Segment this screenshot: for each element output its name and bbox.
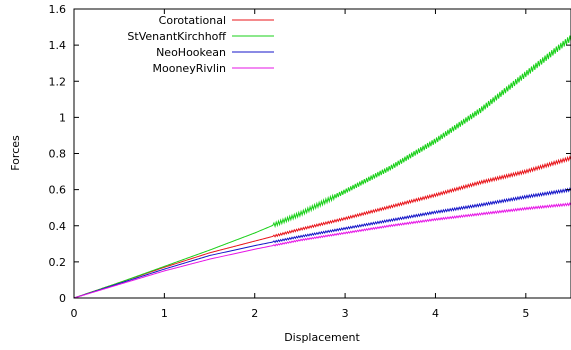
y-tick-label: 1.2	[49, 75, 67, 88]
y-tick-label: 1.6	[49, 3, 67, 16]
x-tick-label: 4	[432, 307, 439, 320]
x-tick-label: 0	[71, 307, 78, 320]
legend-label: StVenantKirchhoff	[127, 30, 226, 43]
y-tick-label: 0.6	[49, 184, 67, 197]
series-line-neohookean	[74, 187, 571, 298]
y-tick-label: 1	[59, 111, 66, 124]
series-line-corotational	[74, 155, 571, 298]
x-tick-label: 5	[522, 307, 529, 320]
y-tick-label: 0.8	[49, 148, 67, 161]
ticks-layer: 0 1 2 3 4 5 0 0.2 0.4 0.6 0.8 1 1.2 1.4 1.6	[49, 3, 571, 320]
y-tick-label: 0.4	[49, 220, 67, 233]
legend-label: NeoHookean	[156, 46, 226, 59]
legend-label: MooneyRivlin	[153, 62, 227, 75]
x-axis-label: Displacement	[284, 331, 360, 344]
legend-label: Corotational	[159, 14, 226, 27]
legend: Corotational StVenantKirchhoff NeoHookean M…	[127, 14, 274, 75]
y-axis-label: Forces	[9, 135, 22, 171]
x-tick-label: 3	[342, 307, 349, 320]
series-layer	[74, 35, 571, 298]
series-line-stvenantkirchhoff	[74, 35, 571, 298]
y-tick-label: 0	[59, 292, 66, 305]
y-tick-label: 1.4	[49, 39, 67, 52]
plot-area	[74, 9, 571, 298]
series-line-mooneyrivlin	[74, 202, 571, 298]
x-tick-label: 1	[161, 307, 168, 320]
x-tick-label: 2	[251, 307, 258, 320]
y-tick-label: 0.2	[49, 256, 67, 269]
